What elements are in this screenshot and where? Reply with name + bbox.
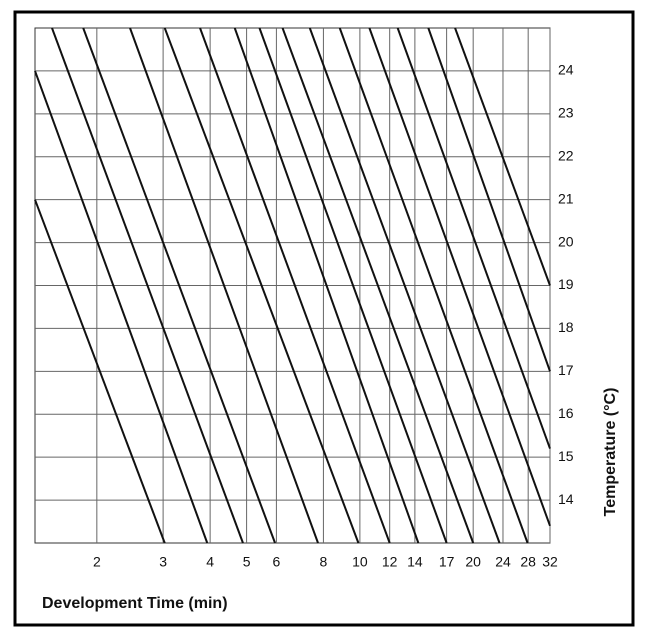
temperature-line <box>199 27 391 544</box>
temperature-line <box>281 27 475 544</box>
x-tick-label: 3 <box>159 554 167 570</box>
temperature-line <box>163 27 360 544</box>
y-tick-label: 19 <box>558 276 574 292</box>
temperature-line <box>338 27 529 544</box>
x-tick-label: 24 <box>495 554 511 570</box>
temperature-line <box>34 199 166 544</box>
temperature-line <box>427 27 551 372</box>
x-axis-title: Development Time (min) <box>42 595 228 612</box>
temperature-line <box>233 27 420 544</box>
temperature-line <box>308 27 501 544</box>
y-tick-label: 16 <box>558 405 574 421</box>
x-tick-label: 10 <box>352 554 368 570</box>
y-tick-label: 14 <box>558 491 574 507</box>
y-tick-label: 21 <box>558 190 574 206</box>
x-tick-label: 28 <box>520 554 536 570</box>
temperature-line <box>34 70 209 544</box>
x-tick-label: 14 <box>407 554 423 570</box>
temperature-line <box>368 27 551 527</box>
temperature-line <box>129 27 319 544</box>
y-tick-label: 17 <box>558 362 574 378</box>
x-tick-label: 4 <box>206 554 214 570</box>
temperature-line <box>82 27 276 544</box>
x-tick-label: 20 <box>465 554 481 570</box>
y-tick-label: 22 <box>558 147 574 163</box>
x-tick-label: 17 <box>439 554 455 570</box>
temperature-line <box>51 27 244 544</box>
temperature-line <box>396 27 551 449</box>
y-tick-label: 18 <box>558 319 574 335</box>
x-tick-label: 5 <box>243 554 251 570</box>
y-tick-label: 15 <box>558 448 574 464</box>
x-tick-label: 32 <box>542 554 558 570</box>
x-tick-label: 8 <box>320 554 328 570</box>
y-tick-label: 23 <box>558 105 574 121</box>
y-tick-label: 20 <box>558 233 574 249</box>
y-tick-label: 24 <box>558 62 574 78</box>
x-tick-label: 12 <box>382 554 398 570</box>
temperature-line <box>258 27 448 544</box>
x-tick-label: 2 <box>93 554 101 570</box>
x-tick-label: 6 <box>273 554 281 570</box>
y-axis-title: Temperature (°C) <box>602 388 619 517</box>
temperature-line <box>454 27 551 286</box>
